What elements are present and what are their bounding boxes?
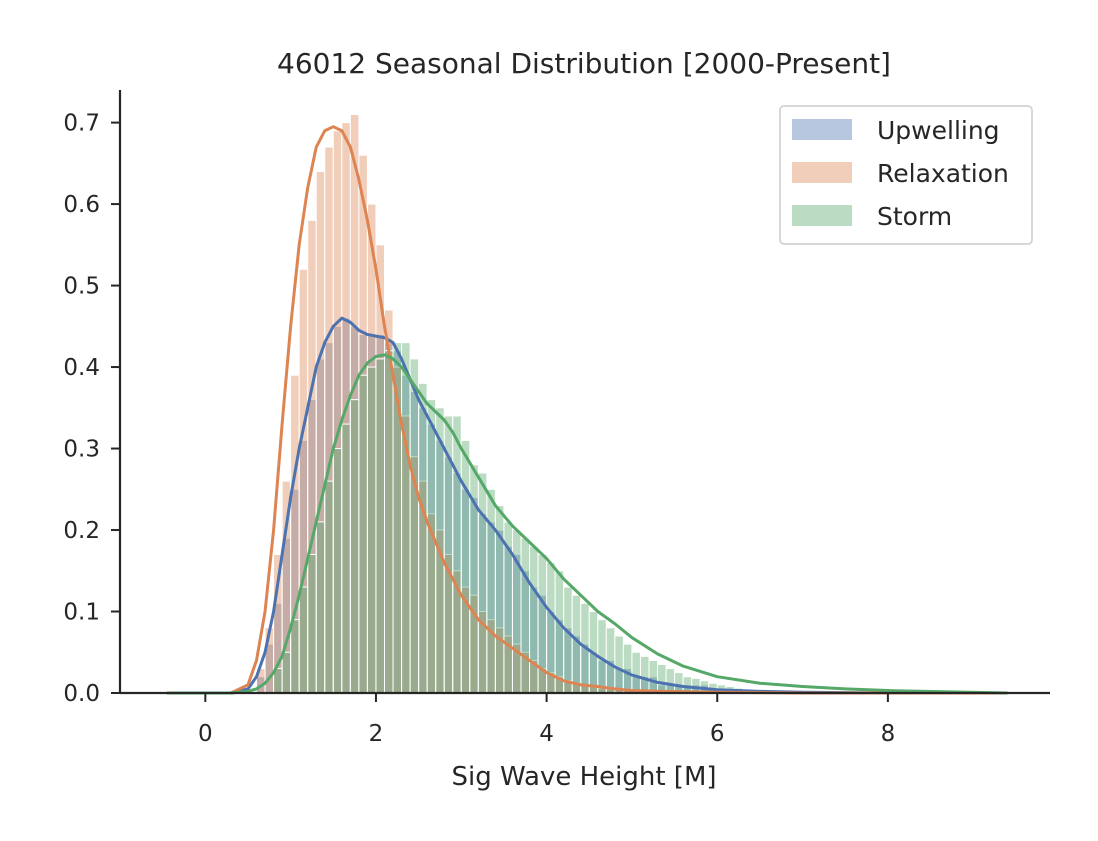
x-tick-label: 0 <box>198 721 213 747</box>
histogram-bar <box>375 358 385 694</box>
legend-label-upwelling: Upwelling <box>877 116 1000 145</box>
histogram-bar <box>324 480 334 694</box>
histogram-bar <box>426 399 437 694</box>
histogram-bar <box>401 342 411 694</box>
histogram-bars <box>256 113 744 694</box>
histogram-bar <box>529 545 539 694</box>
histogram-bar <box>563 586 573 694</box>
y-tick-label: 0.4 <box>63 355 100 381</box>
histogram-bar <box>477 472 488 694</box>
histogram-bar <box>290 619 300 694</box>
y-tick-label: 0.5 <box>63 274 100 300</box>
legend-label-relaxation: Relaxation <box>877 159 1009 188</box>
histogram-bar <box>657 663 667 694</box>
histogram-bar <box>639 655 650 694</box>
kde-line-upwelling <box>166 316 1008 695</box>
y-tick-label: 0.2 <box>63 518 100 544</box>
x-tick-label: 8 <box>881 721 896 747</box>
histogram-bar <box>665 668 676 694</box>
histogram-bar <box>554 570 565 694</box>
kde-line-storm <box>166 353 1008 695</box>
axes: 0 2 4 6 8 0.0 0.1 0.2 0.3 0.4 0.5 0.6 0.7 <box>63 90 1050 747</box>
histogram-bar <box>631 651 641 694</box>
kde-curves <box>166 125 1008 695</box>
histogram-bar <box>307 553 317 694</box>
kde-line-relaxation <box>166 125 1008 695</box>
plot-area <box>166 113 1008 695</box>
y-tick-label: 0.0 <box>63 681 100 707</box>
x-tick-label: 4 <box>539 721 554 747</box>
y-tick-label: 0.6 <box>63 192 100 218</box>
histogram-bar <box>605 627 616 694</box>
histogram-bar <box>384 350 394 694</box>
histogram-bar <box>418 382 428 694</box>
legend-items: Upwelling Relaxation Storm <box>792 116 1009 231</box>
y-tick-label: 0.1 <box>63 600 100 626</box>
x-axis-label: Sig Wave Height [M] <box>451 762 716 792</box>
histogram-bar <box>460 439 471 694</box>
legend-swatch-upwelling <box>792 119 852 140</box>
x-tick-label: 6 <box>710 721 725 747</box>
histogram-bar <box>622 643 633 694</box>
legend-swatch-relaxation <box>792 162 852 183</box>
histogram-bar <box>366 366 377 694</box>
histogram-bar <box>409 358 420 694</box>
histogram-bar <box>674 672 684 694</box>
histogram-bar <box>332 448 343 694</box>
histogram-bar <box>520 537 531 694</box>
x-tick-label: 2 <box>369 721 384 747</box>
histogram-bar <box>281 651 292 694</box>
legend-frame <box>779 105 1033 245</box>
y-ticks: 0.0 0.1 0.2 0.3 0.4 0.5 0.6 0.7 <box>63 111 120 707</box>
legend: Upwelling Relaxation Storm <box>779 105 1033 245</box>
histogram-bar <box>315 521 326 694</box>
histogram-bar <box>614 635 624 694</box>
histogram-bar <box>298 586 309 694</box>
y-tick-label: 0.7 <box>63 111 100 137</box>
histogram-bar <box>349 399 360 694</box>
histogram-bar <box>452 415 462 694</box>
x-ticks: 0 2 4 6 8 <box>198 693 895 747</box>
legend-swatch-storm <box>792 205 852 226</box>
y-tick-label: 0.3 <box>63 437 100 463</box>
histogram-bar <box>648 659 659 694</box>
legend-label-storm: Storm <box>877 202 952 231</box>
chart-title: 46012 Seasonal Distribution [2000-Presen… <box>277 47 891 80</box>
histogram-bar <box>341 423 351 694</box>
histogram-bar <box>358 374 368 694</box>
